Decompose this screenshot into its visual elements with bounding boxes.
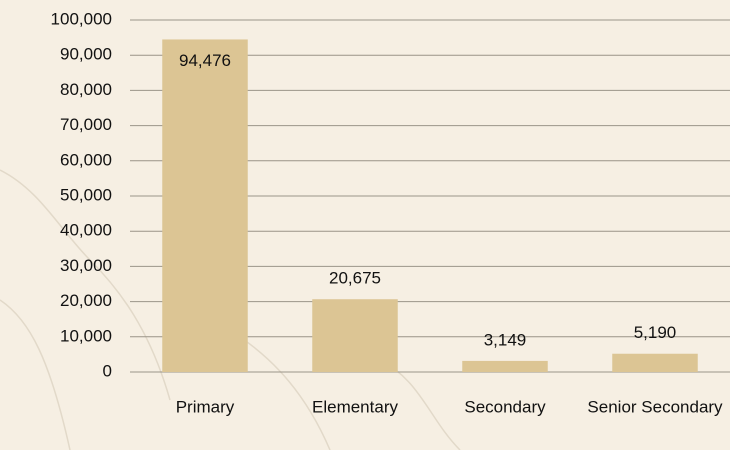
x-tick-label: Elementary (312, 397, 398, 416)
y-tick-label: 90,000 (60, 45, 112, 64)
y-tick-label: 30,000 (60, 256, 112, 275)
y-tick-label: 40,000 (60, 221, 112, 240)
y-tick-label: 70,000 (60, 115, 112, 134)
map-decoration (0, 169, 461, 450)
x-tick-label: Primary (176, 397, 235, 416)
x-tick-label: Senior Secondary (587, 397, 723, 416)
y-tick-label: 0 (103, 361, 112, 380)
value-label: 3,149 (484, 330, 527, 349)
value-label: 5,190 (634, 323, 677, 342)
y-tick-label: 10,000 (60, 326, 112, 345)
x-tick-label: Secondary (464, 397, 546, 416)
bar (162, 39, 248, 372)
bar (312, 299, 398, 372)
y-tick-label: 60,000 (60, 150, 112, 169)
value-label: 20,675 (329, 269, 381, 288)
y-tick-label: 50,000 (60, 185, 112, 204)
value-label: 94,476 (179, 51, 231, 70)
y-tick-label: 100,000 (51, 9, 112, 28)
y-tick-label: 80,000 (60, 80, 112, 99)
bar (612, 353, 698, 372)
bar (462, 360, 548, 372)
y-tick-label: 20,000 (60, 291, 112, 310)
